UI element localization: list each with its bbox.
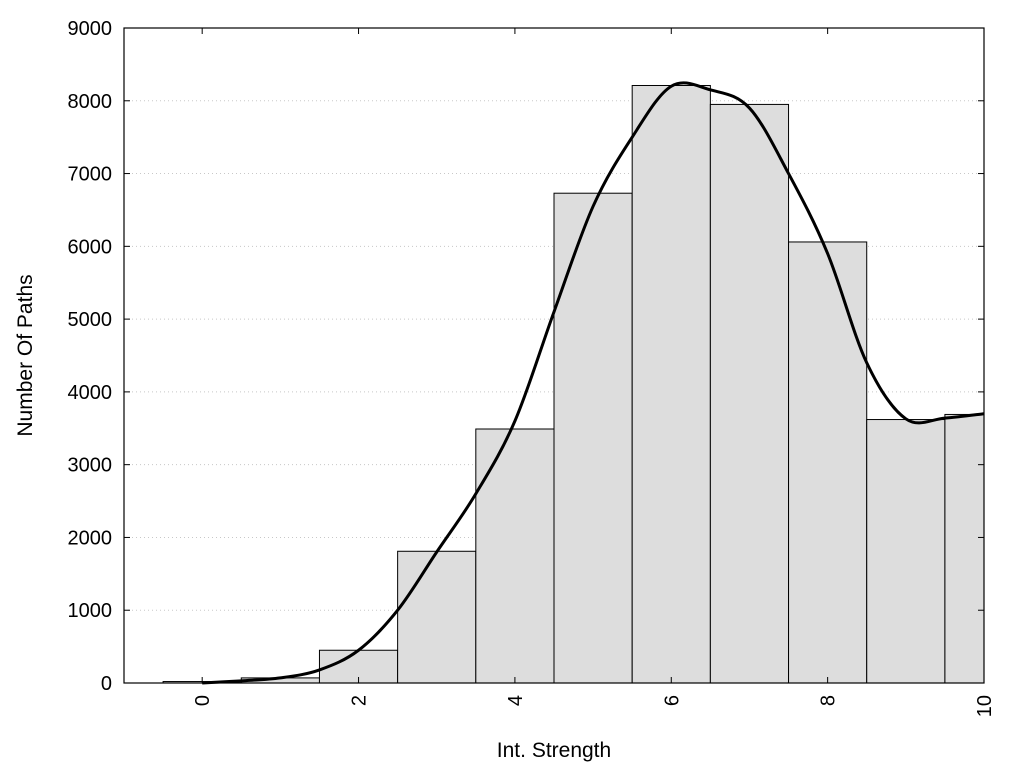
x-tick-label: 4 (505, 695, 527, 706)
y-tick-label: 7000 (68, 164, 113, 186)
histogram-bar (631, 84, 711, 683)
histogram-bar (709, 103, 790, 683)
y-axis-ticks: 0 1000 2000 3000 4000 5000 6000 7000 8000 9000 (68, 18, 984, 695)
histogram-bar (788, 241, 868, 683)
y-tick-label: 3000 (68, 455, 113, 477)
x-axis-ticks: 0 2 4 6 8 10 (192, 28, 996, 717)
fit-curve-line (202, 81, 985, 685)
histogram-bar (553, 192, 633, 683)
y-tick-label: 4000 (68, 382, 113, 404)
bars (162, 84, 984, 683)
y-tick-label: 0 (101, 673, 112, 695)
histogram-bar (944, 413, 984, 683)
x-axis-title: Int. Strength (497, 739, 611, 762)
x-tick-label: 0 (192, 695, 214, 706)
y-tick-label: 5000 (68, 309, 113, 331)
y-axis-title: Number Of Paths (14, 274, 37, 436)
x-tick-label: 6 (661, 695, 683, 706)
histogram-bar (397, 550, 477, 683)
y-tick-label: 9000 (68, 18, 113, 40)
y-tick-label: 2000 (68, 527, 113, 549)
y-tick-label: 8000 (68, 91, 113, 113)
fit-curve (202, 81, 985, 685)
y-tick-label: 6000 (68, 236, 113, 258)
x-tick-label: 2 (349, 695, 371, 706)
histogram-bar (866, 419, 946, 683)
y-tick-label: 1000 (68, 600, 113, 622)
x-tick-label: 10 (974, 695, 996, 717)
plot-frame (123, 27, 985, 684)
histogram-bar (475, 428, 555, 683)
x-tick-label: 8 (818, 695, 840, 706)
